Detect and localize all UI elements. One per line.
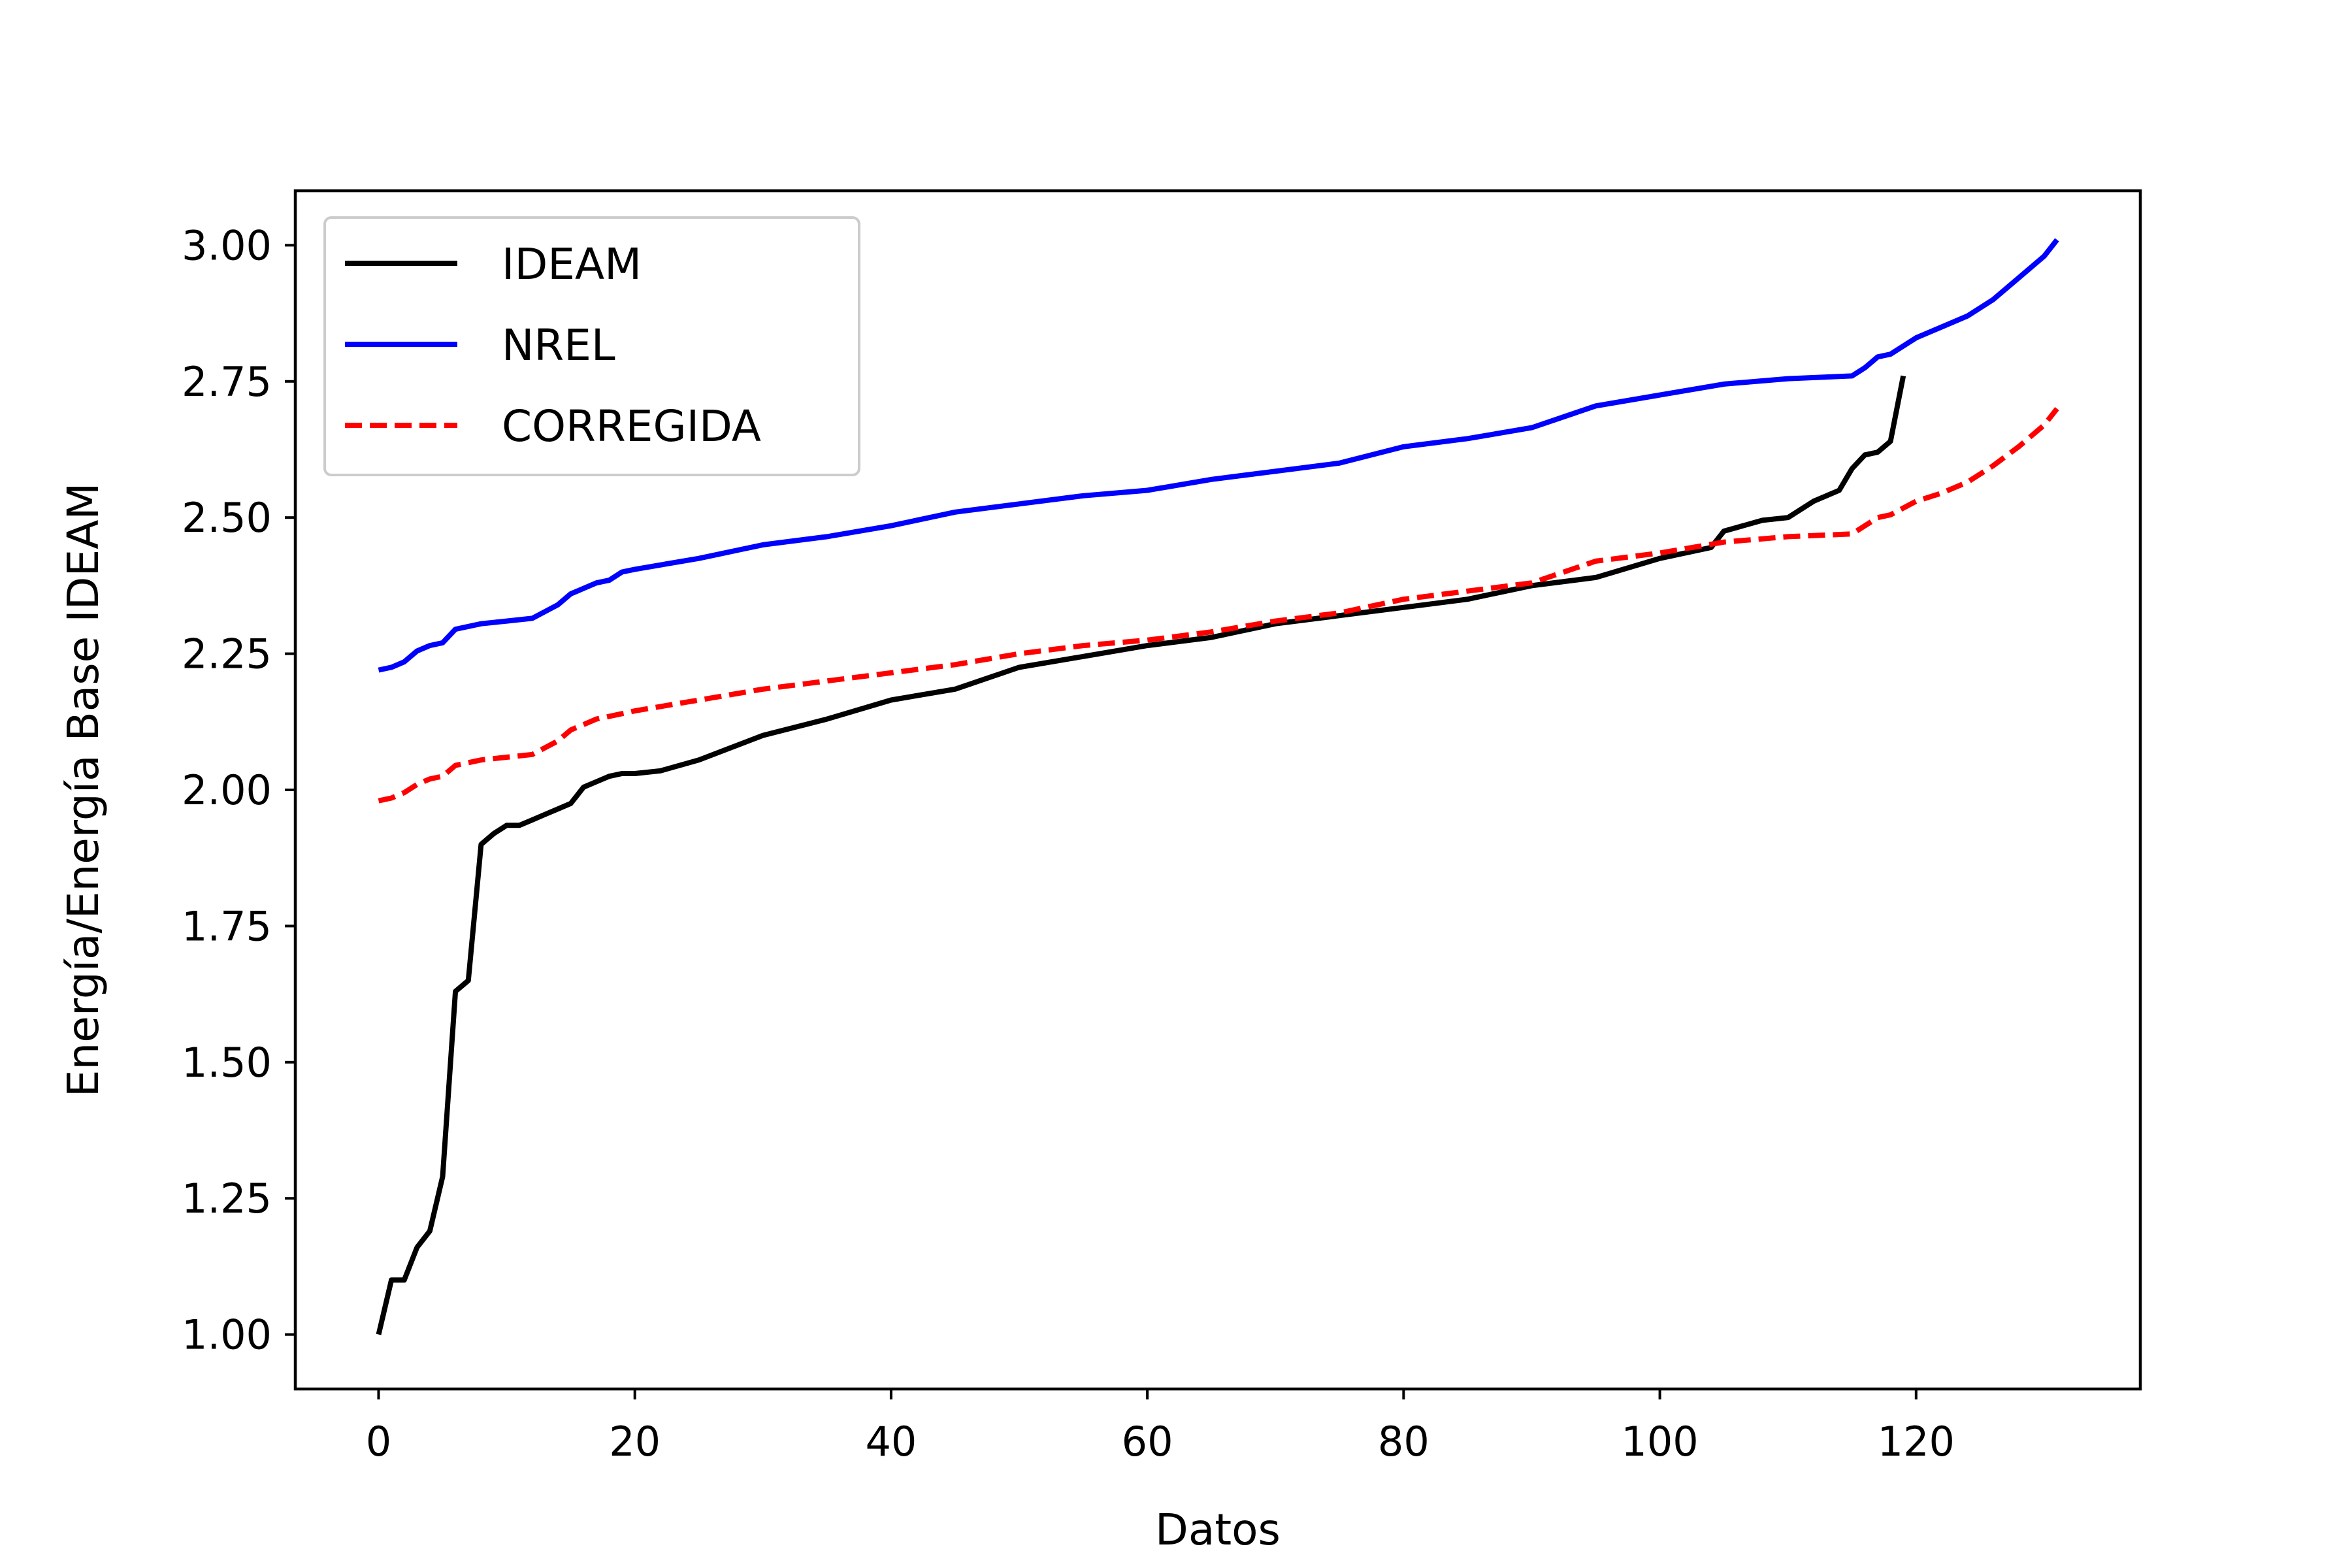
x-tick-label: 100 xyxy=(1621,1418,1698,1465)
series-line-nrel xyxy=(378,238,2059,673)
y-tick-label: 3.00 xyxy=(182,221,272,269)
x-tick-label: 120 xyxy=(1878,1418,1955,1465)
y-tick-label: 1.00 xyxy=(182,1311,272,1359)
y-tick-label: 2.00 xyxy=(182,766,272,814)
series-line-ideam xyxy=(376,375,1906,1335)
x-tick-label: 60 xyxy=(1122,1418,1173,1465)
legend-label-nrel: NREL xyxy=(502,320,615,370)
series-line-corregida xyxy=(378,407,2059,804)
legend-box xyxy=(323,216,860,476)
y-tick-label: 1.75 xyxy=(182,902,272,950)
y-axis: 1.00 1.25 1.50 1.75 2.00 2.25 2.50 2.75 3.00 xyxy=(182,221,295,1359)
legend-label-ideam: IDEAM xyxy=(502,239,642,289)
y-tick-label: 2.25 xyxy=(182,630,272,678)
y-tick-label: 2.75 xyxy=(182,358,272,406)
y-tick-label: 1.50 xyxy=(182,1039,272,1086)
series-layer xyxy=(376,238,2059,1335)
x-tick-label: 0 xyxy=(366,1418,391,1465)
x-tick-label: 80 xyxy=(1378,1418,1429,1465)
y-tick-label: 2.50 xyxy=(182,494,272,542)
x-tick-label: 20 xyxy=(609,1418,661,1465)
x-axis-label: Datos xyxy=(1155,1505,1281,1555)
legend-label-corregida: CORREGIDA xyxy=(502,401,761,451)
y-tick-label: 1.25 xyxy=(182,1175,272,1222)
y-axis-label: Energía/Energía Base IDEAM xyxy=(58,483,108,1098)
x-tick-label: 40 xyxy=(865,1418,917,1465)
legend: IDEAM NREL CORREGIDA xyxy=(323,216,860,476)
x-axis: 0 20 40 60 80 100 120 xyxy=(366,1389,1955,1465)
